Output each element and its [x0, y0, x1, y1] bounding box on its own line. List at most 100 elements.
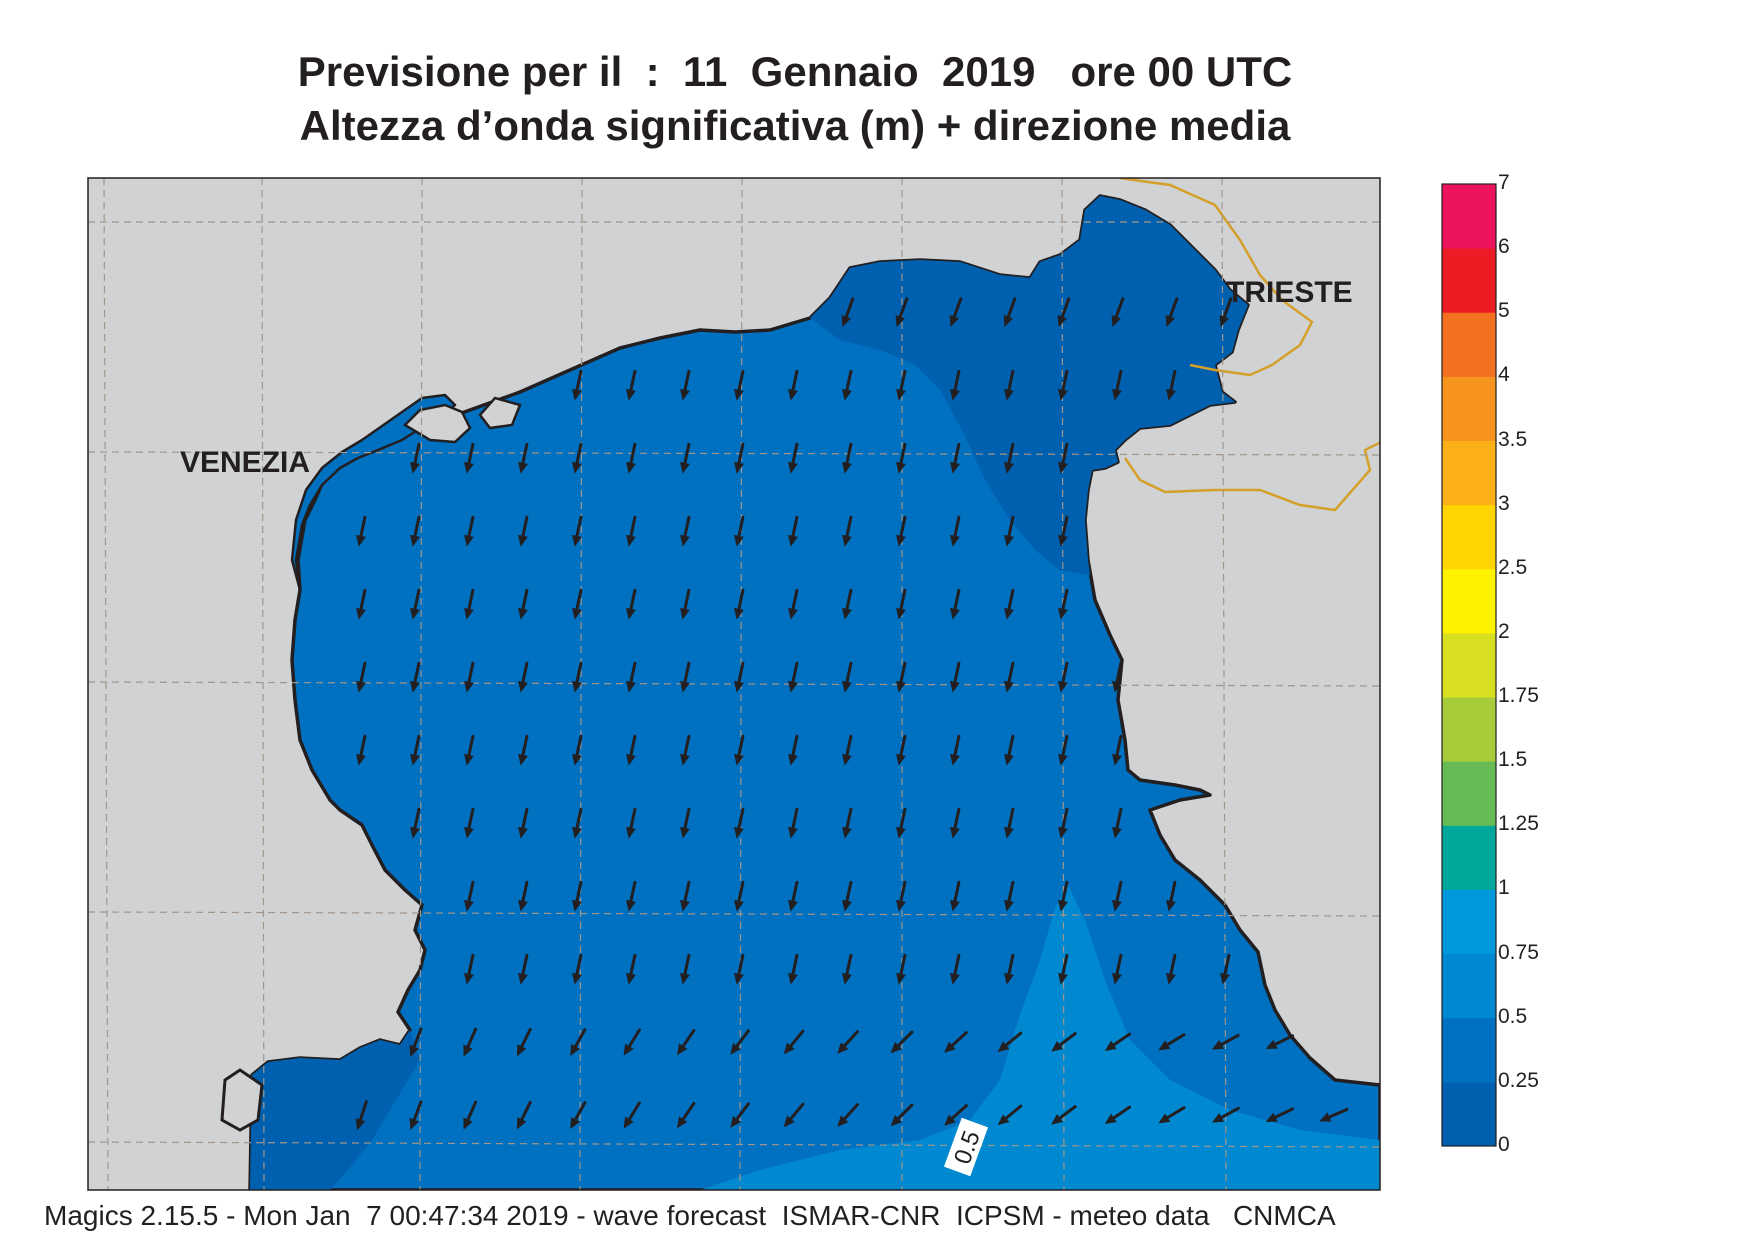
wave-direction-arrow — [890, 1103, 914, 1127]
wave-direction-arrow — [1166, 369, 1177, 401]
wave-direction-arrow — [626, 369, 637, 401]
colorbar-tick-label: 1.5 — [1498, 748, 1528, 772]
wave-direction-arrow — [1004, 734, 1015, 766]
national-border — [1119, 178, 1314, 377]
wave-direction-arrow — [572, 515, 583, 547]
wave-direction-arrow — [410, 588, 421, 620]
wave-direction-arrow — [1004, 369, 1015, 401]
wave-direction-arrow — [1158, 1033, 1186, 1051]
wave-direction-arrow — [1112, 880, 1123, 912]
wave-direction-arrow — [837, 1030, 859, 1054]
colorbar-tick-label: 4 — [1498, 363, 1510, 387]
city-label-trieste: TRIESTE — [1226, 276, 1353, 309]
colorbar-swatch — [1442, 761, 1496, 826]
wave-direction-arrow — [842, 807, 853, 839]
colorbar-tick-label: 1 — [1498, 876, 1510, 900]
wave-direction-arrow — [626, 734, 637, 766]
wave-direction-arrow — [463, 1100, 478, 1130]
wave-direction-arrow — [841, 297, 855, 328]
wave-direction-arrow — [680, 807, 691, 839]
wave-direction-arrow — [518, 515, 529, 547]
colorbar-tick-label: 1.25 — [1498, 812, 1539, 836]
city-label-venezia: VENEZIA — [180, 446, 310, 479]
wave-direction-arrow — [464, 442, 475, 474]
wave-direction-arrow — [1058, 442, 1069, 474]
wave-direction-arrow — [572, 442, 583, 474]
wave-direction-arrow — [356, 734, 367, 766]
wave-direction-arrow — [896, 880, 907, 912]
colorbar-swatch — [1442, 1081, 1496, 1147]
wave-direction-arrow — [518, 588, 529, 620]
wave-direction-arrow — [997, 1031, 1023, 1053]
wave-direction-arrow — [1112, 807, 1123, 839]
colorbar-tick-label: 0.75 — [1498, 940, 1539, 964]
wave-direction-arrow — [896, 661, 907, 693]
wave-direction-arrow — [896, 515, 907, 547]
wave-direction-arrow — [950, 734, 961, 766]
wave-direction-arrow — [788, 515, 799, 547]
wave-direction-arrow — [1003, 297, 1017, 328]
wave-direction-arrow — [1112, 369, 1123, 401]
wave-direction-arrow — [788, 734, 799, 766]
wave-direction-arrow — [518, 807, 529, 839]
wave-direction-arrow — [842, 734, 853, 766]
wave-direction-arrow — [944, 1031, 968, 1053]
wave-direction-arrow — [734, 734, 745, 766]
wave-direction-arrow — [1058, 369, 1069, 401]
map-frame — [87, 177, 1381, 1191]
medium-wave-zone-south — [700, 885, 1380, 1190]
wave-direction-arrow — [896, 369, 907, 401]
wave-direction-arrow — [842, 442, 853, 474]
colorbar-outline — [1441, 183, 1497, 1147]
wave-direction-arrows — [355, 297, 1349, 1131]
wave-direction-arrow — [410, 515, 421, 547]
wave-direction-arrow — [734, 515, 745, 547]
wave-direction-arrow — [410, 807, 421, 839]
wave-direction-arrow — [1112, 661, 1123, 693]
wave-direction-arrow — [950, 588, 961, 620]
wave-direction-arrow — [734, 880, 745, 912]
wave-direction-arrow — [734, 661, 745, 693]
wave-direction-arrow — [516, 1100, 532, 1130]
wave-direction-arrow — [950, 369, 961, 401]
po-delta-land — [220, 1068, 264, 1132]
wave-direction-arrow — [626, 442, 637, 474]
wave-direction-arrow — [896, 807, 907, 839]
lagoon-island-north — [478, 396, 522, 430]
colorbar-tick-label: 0.5 — [1498, 1004, 1528, 1028]
wave-direction-arrow — [680, 588, 691, 620]
wave-direction-arrow — [356, 588, 367, 620]
wave-direction-arrow — [1051, 1032, 1077, 1052]
wave-direction-arrow — [464, 734, 475, 766]
colorbar-swatch — [1442, 248, 1496, 313]
wave-direction-arrow — [1004, 807, 1015, 839]
wave-direction-arrow — [626, 588, 637, 620]
wave-direction-arrow — [623, 1028, 641, 1056]
wave-direction-arrow — [518, 880, 529, 912]
wave-direction-arrow — [626, 807, 637, 839]
map-area: 0.5 VENEZIA TRIESTE — [88, 178, 1380, 1190]
wave-direction-arrow — [464, 880, 475, 912]
wave-direction-arrow — [1166, 880, 1177, 912]
wave-direction-arrow — [950, 661, 961, 693]
map-title-line2: Altezza d’onda significativa (m) + direz… — [299, 102, 1291, 149]
wave-direction-arrow — [680, 369, 691, 401]
wave-direction-arrow — [680, 953, 691, 985]
wave-direction-arrow — [570, 1101, 587, 1130]
wave-direction-arrow — [950, 953, 961, 985]
map-title-line1: Previsione per il : 11 Gennaio 2019 ore … — [297, 48, 1293, 95]
wave-direction-arrow — [680, 734, 691, 766]
wave-direction-arrow — [734, 369, 745, 401]
wave-direction-arrow — [680, 515, 691, 547]
colorbar-swatch — [1442, 632, 1496, 698]
wave-direction-arrow — [570, 1028, 587, 1057]
wave-direction-arrow — [783, 1029, 805, 1055]
wave-direction-arrow — [410, 661, 421, 693]
wave-direction-arrow — [890, 1030, 914, 1054]
wave-direction-arrow — [788, 442, 799, 474]
wave-direction-arrow — [409, 1100, 423, 1130]
wave-direction-arrow — [1004, 880, 1015, 912]
wave-direction-arrow — [356, 661, 367, 693]
wave-direction-arrow — [1112, 953, 1123, 985]
wave-direction-arrow — [1058, 953, 1069, 985]
